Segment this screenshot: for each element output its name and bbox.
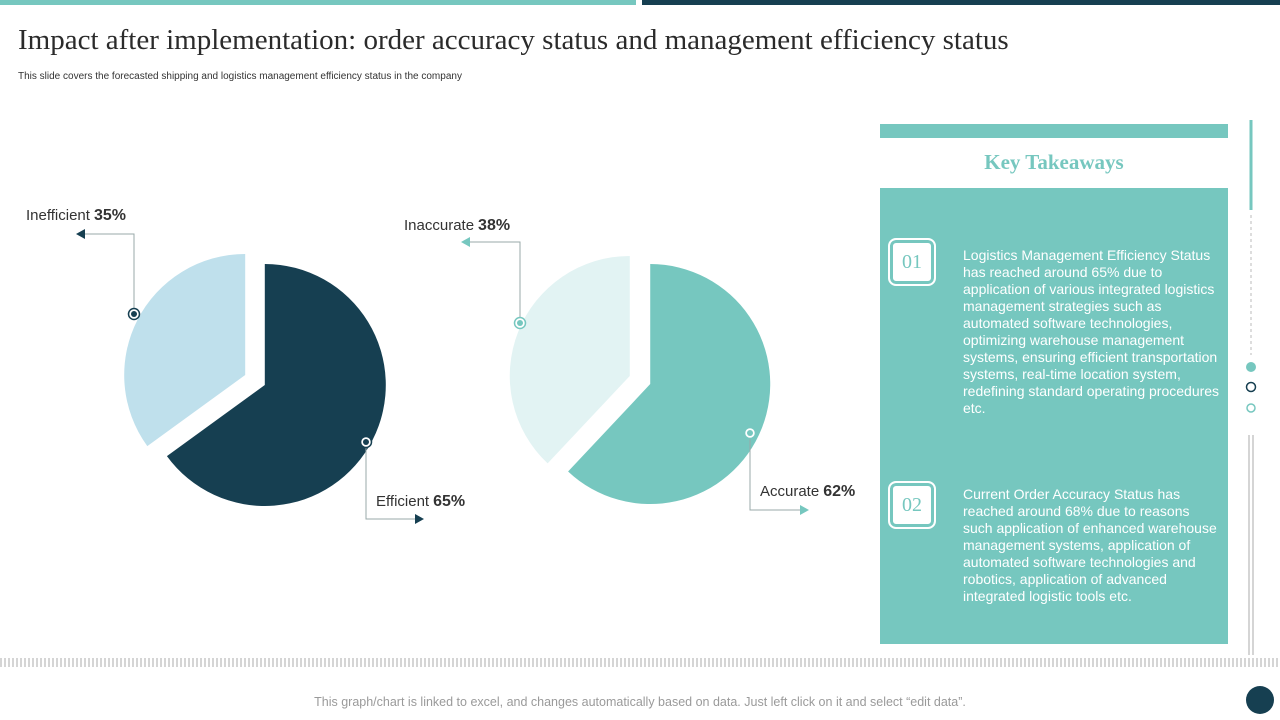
category-label: Inaccurate <box>404 217 474 234</box>
nav-dot <box>1246 403 1256 413</box>
item-number: 02 <box>888 481 936 529</box>
callout-arrow <box>415 514 424 524</box>
panel-bar <box>880 124 1228 138</box>
top-bar <box>0 0 636 5</box>
pie-slice <box>124 254 246 447</box>
stripe-side <box>1248 435 1256 655</box>
item-number: 01 <box>888 238 936 286</box>
callout-line <box>85 233 135 314</box>
corner-dot <box>1246 686 1274 714</box>
pie-slice <box>166 263 386 506</box>
pie-slice <box>509 255 630 464</box>
callout-arrow <box>76 229 85 239</box>
slice-label: Inaccurate 38% <box>404 217 510 234</box>
item-text: Logistics Management Efficiency Status h… <box>963 247 1220 416</box>
panel <box>880 188 1228 644</box>
callout-dot <box>363 439 369 445</box>
stripe-band <box>0 658 1280 667</box>
callout-line <box>749 433 800 511</box>
nav-dot <box>1246 362 1256 372</box>
pie-slice <box>568 264 771 505</box>
value-label: 62% <box>823 483 855 500</box>
category-label: Accurate <box>760 483 819 500</box>
value-label: 38% <box>478 217 510 234</box>
value-label: 35% <box>94 207 126 224</box>
callout-arrow <box>461 237 470 247</box>
subtitle: This slide covers the forecasted shippin… <box>18 71 462 82</box>
callout-arrow <box>800 505 809 515</box>
value-label: 65% <box>433 493 465 510</box>
callout-dot <box>517 320 523 326</box>
callout-line <box>470 241 521 323</box>
callout-dot <box>747 430 753 436</box>
slice-label: Inefficient 35% <box>26 207 126 224</box>
title: Impact after implementation: order accur… <box>18 24 1009 56</box>
nav-dot <box>1245 381 1257 393</box>
takeaways-heading: Key Takeaways <box>984 150 1124 174</box>
category-label: Inefficient <box>26 207 91 224</box>
item-text: Current Order Accuracy Status has reache… <box>963 486 1217 604</box>
callout-dot <box>131 311 137 317</box>
callout-line <box>365 442 415 520</box>
slice-label: Efficient 65% <box>376 493 465 510</box>
top-bar <box>642 0 1280 5</box>
footer: This graph/chart is linked to excel, and… <box>314 695 966 709</box>
slice-label: Accurate 62% <box>760 483 855 500</box>
category-label: Efficient <box>376 493 430 510</box>
